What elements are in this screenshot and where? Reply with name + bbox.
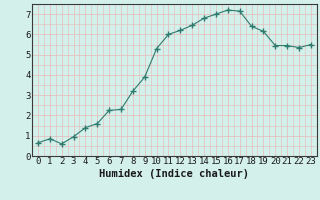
X-axis label: Humidex (Indice chaleur): Humidex (Indice chaleur) bbox=[100, 169, 249, 179]
